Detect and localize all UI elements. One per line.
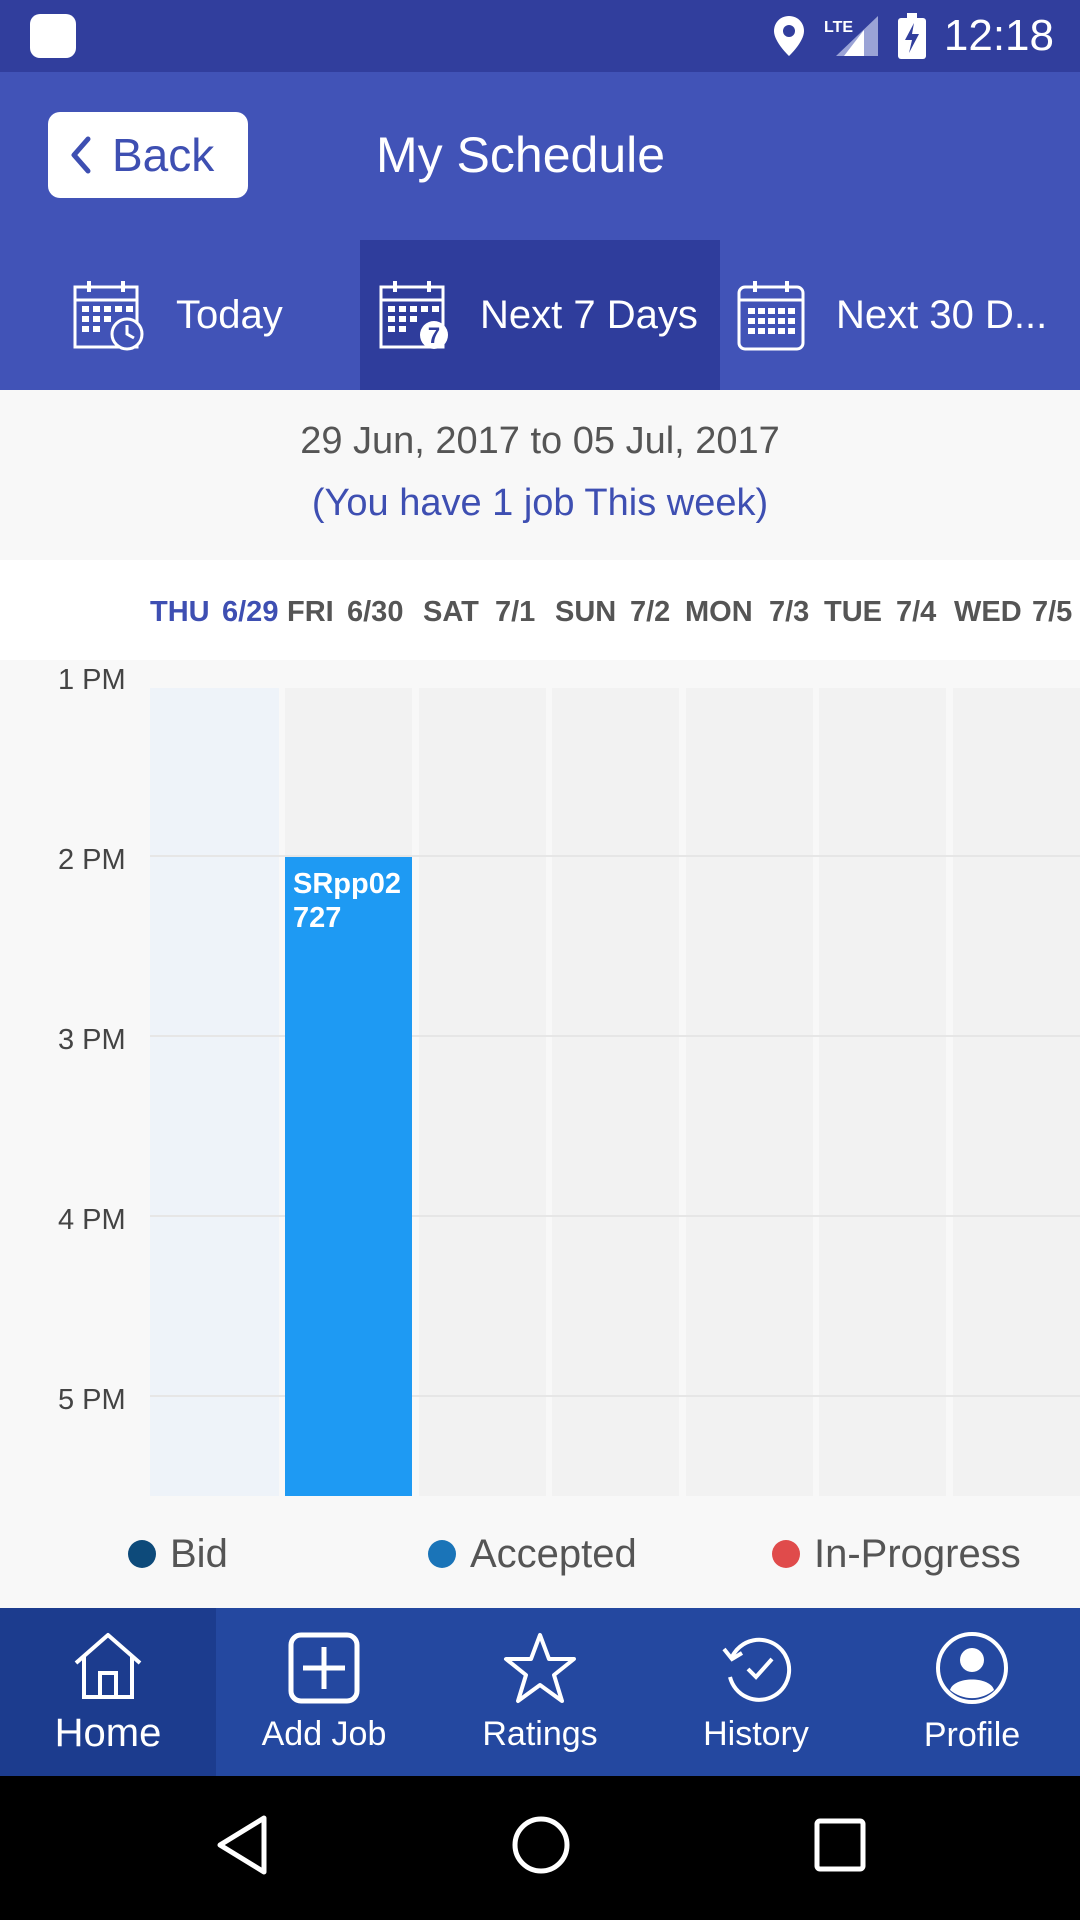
day-name: SUN — [555, 596, 617, 628]
nav-ratings[interactable]: Ratings — [432, 1608, 648, 1776]
lte-label: LTE — [824, 19, 853, 36]
day-header-tue[interactable]: TUE 7/4 — [824, 596, 936, 629]
hour-line — [150, 855, 1080, 857]
nav-history[interactable]: History — [648, 1608, 864, 1776]
date-range-text: 29 Jun, 2017 to 05 Jul, 2017 — [300, 420, 780, 462]
time-label: 3 PM — [58, 1024, 126, 1056]
page-title: My Schedule — [376, 127, 666, 183]
legend-dot-accepted — [428, 1540, 456, 1568]
calendar-badge: 7 — [428, 323, 440, 348]
nav-add-job-label: Add Job — [261, 1714, 387, 1753]
battery-charging-icon — [897, 13, 926, 59]
home-circle-icon[interactable] — [510, 1812, 572, 1878]
day-header-mon[interactable]: MON 7/3 — [685, 596, 809, 629]
day-date: 6/30 — [347, 596, 404, 628]
legend-label: Accepted — [470, 1531, 637, 1576]
status-time: 12:18 — [943, 11, 1054, 60]
back-label: Back — [112, 129, 215, 181]
day-date: 7/5 — [1032, 596, 1073, 628]
back-button[interactable]: Back — [48, 112, 248, 198]
day-header-sun[interactable]: SUN 7/2 — [555, 596, 670, 629]
day-date: 6/29 — [222, 596, 279, 628]
legend-label: In-Progress — [814, 1531, 1021, 1576]
day-column-wed[interactable] — [953, 688, 1080, 1496]
recents-square-icon[interactable] — [812, 1812, 868, 1878]
tab-next-30-days-label: Next 30 D... — [836, 292, 1048, 337]
time-label: 4 PM — [58, 1204, 126, 1236]
legend-bid: Bid — [128, 1500, 228, 1608]
day-date: 7/2 — [630, 596, 671, 628]
legend-dot-bid — [128, 1540, 156, 1568]
date-range-panel: 29 Jun, 2017 to 05 Jul, 2017 (You have 1… — [0, 390, 1080, 560]
legend-accepted: Accepted — [428, 1500, 637, 1608]
day-column-sat[interactable] — [419, 688, 546, 1496]
job-event-label: SRpp02727 — [293, 868, 401, 934]
day-column-thu[interactable] — [150, 688, 279, 1496]
back-triangle-icon[interactable] — [214, 1812, 270, 1878]
nav-add-job[interactable]: Add Job — [216, 1608, 432, 1776]
chevron-left-icon — [71, 136, 91, 174]
day-column-mon[interactable] — [686, 688, 813, 1496]
status-bar: LTE 12:18 — [0, 0, 1080, 72]
nav-profile[interactable]: Profile — [864, 1608, 1080, 1776]
day-name: WED — [954, 596, 1022, 628]
lte-signal-icon: LTE — [824, 16, 878, 56]
location-icon — [773, 16, 804, 56]
bottom-navigation: Home Add Job Ratings History Profile — [0, 1608, 1080, 1776]
time-label: 1 PM — [58, 664, 126, 696]
history-icon — [722, 1637, 792, 1702]
time-label: 2 PM — [58, 844, 126, 876]
tab-next-7-days[interactable]: 7 Next 7 Days — [360, 240, 720, 390]
app-bar: Back My Schedule — [0, 72, 1080, 240]
day-header-thu[interactable]: THU 6/29 — [150, 596, 278, 629]
legend-dot-in-progress — [772, 1540, 800, 1568]
status-indicators: LTE 12:18 — [772, 0, 1054, 72]
nav-profile-label: Profile — [923, 1715, 1021, 1754]
day-column-sun[interactable] — [552, 688, 679, 1496]
legend-label: Bid — [170, 1531, 228, 1576]
nav-home[interactable]: Home — [0, 1608, 216, 1776]
day-header-fri[interactable]: FRI 6/30 — [287, 596, 403, 629]
calendar-month-icon — [737, 281, 805, 351]
tab-today[interactable]: Today — [0, 240, 360, 390]
tab-next-30-days[interactable]: Next 30 D... — [720, 240, 1080, 390]
time-label: 5 PM — [58, 1384, 126, 1416]
day-date: 7/3 — [769, 596, 810, 628]
day-header-wed[interactable]: WED 7/5 — [954, 596, 1072, 629]
star-icon — [504, 1632, 576, 1703]
profile-icon — [936, 1631, 1008, 1704]
calendar-seven-icon: 7 — [379, 281, 448, 349]
hour-line — [150, 1035, 1080, 1037]
day-column-tue[interactable] — [819, 688, 946, 1496]
tab-today-label: Today — [176, 292, 283, 337]
nav-home-label: Home — [54, 1710, 162, 1755]
day-name: FRI — [287, 596, 334, 628]
legend-in-progress: In-Progress — [772, 1500, 1021, 1608]
nav-history-label: History — [703, 1714, 809, 1753]
day-name: TUE — [824, 596, 882, 628]
jobs-count-note: (You have 1 job This week) — [311, 482, 769, 524]
calendar-clock-icon — [73, 281, 144, 351]
status-legend: Bid Accepted In-Progress — [0, 1500, 1080, 1608]
hour-line — [150, 1395, 1080, 1397]
day-date: 7/4 — [896, 596, 937, 628]
day-header-sat[interactable]: SAT 7/1 — [423, 596, 535, 629]
add-icon — [288, 1632, 360, 1703]
day-name: SAT — [423, 596, 479, 628]
day-name: MON — [685, 596, 753, 628]
app-notification-icon — [30, 14, 76, 58]
tab-next-7-days-label: Next 7 Days — [480, 292, 698, 337]
hour-line — [150, 1215, 1080, 1217]
schedule-grid: 1 PM 2 PM 3 PM 4 PM 5 PM SRpp02727 — [0, 660, 1080, 1500]
schedule-range-tabs: Today 7 Next 7 Days — [0, 240, 1080, 390]
day-name: THU — [150, 596, 210, 628]
nav-ratings-label: Ratings — [482, 1714, 598, 1753]
home-icon — [74, 1632, 142, 1699]
week-day-header: THU 6/29 FRI 6/30 SAT 7/1 SUN 7/2 MON 7/3 TUE… — [0, 560, 1080, 660]
day-date: 7/1 — [495, 596, 536, 628]
system-navigation-bar — [0, 1776, 1080, 1920]
job-event-block[interactable]: SRpp02727 — [285, 857, 412, 1496]
